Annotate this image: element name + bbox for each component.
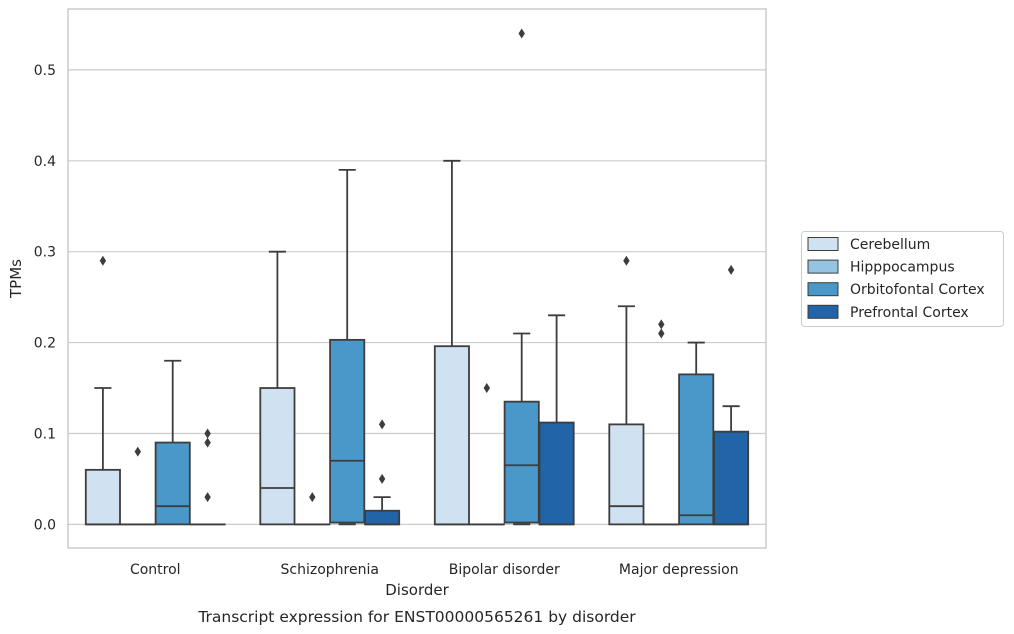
box-body (433, 345, 470, 526)
x-tick-label: Schizophrenia (281, 562, 379, 578)
outlier-point (99, 255, 107, 266)
box-prefrontal-cortex (538, 314, 575, 526)
outlier-point (483, 383, 490, 394)
legend-swatch (807, 282, 839, 297)
box-cerebellum (84, 255, 121, 526)
box-prefrontal-cortex (713, 264, 750, 526)
x-axis-title: Disorder (385, 581, 449, 599)
outlier-point (658, 319, 665, 330)
legend-swatch (807, 237, 839, 251)
box-body (84, 468, 121, 526)
outlier-point (134, 446, 141, 457)
legend-label: Prefrontal Cortex (850, 305, 969, 321)
box-body (538, 421, 575, 526)
box-cerebellum (433, 159, 470, 526)
y-tick-label: 0.4 (34, 154, 56, 170)
legend-swatch (807, 259, 839, 274)
outlier-point (309, 492, 316, 503)
legend-frame (801, 231, 1004, 327)
box-orbitofontal-cortex (678, 341, 715, 526)
x-tick-label: Bipolar disorder (449, 562, 560, 578)
y-tick-label: 0.5 (34, 63, 56, 79)
box-body (608, 423, 645, 526)
box-body (713, 430, 750, 526)
box-body (259, 387, 296, 526)
box-prefrontal-cortex (189, 428, 226, 526)
legend-label: Cerebellum (850, 237, 930, 253)
box-orbitofontal-cortex (329, 168, 366, 526)
outlier-point (378, 473, 386, 484)
box-body (678, 373, 715, 526)
x-tick-label: Major depression (619, 562, 739, 578)
box-body (329, 338, 366, 524)
y-tick-label: 0.3 (34, 245, 56, 261)
plot-frame (67, 8, 767, 549)
x-axis-ticks: Control Schizophrenia Bipolar disorder Majo… (130, 562, 739, 578)
legend: Cerebellum Hipppocampus Orbitofontal Corte… (801, 231, 1004, 327)
box-cerebellum (608, 255, 645, 526)
outlier-point (518, 28, 525, 39)
box-cerebellum (259, 250, 296, 526)
plot-area (84, 28, 750, 526)
box-orbitofontal-cortex (154, 359, 191, 526)
outlier-point (204, 437, 211, 448)
y-axis-ticks: 0.0 0.1 0.2 0.3 0.4 0.5 (34, 63, 56, 533)
outlier-point (204, 492, 211, 503)
box-hipppocampus (294, 492, 331, 526)
box-body (364, 509, 401, 526)
legend-label: Hipppocampus (850, 260, 955, 276)
outlier-point (378, 419, 386, 430)
box-body (503, 400, 540, 524)
y-tick-label: 0.0 (34, 517, 56, 533)
box-body (154, 441, 191, 526)
box-hipppocampus (119, 446, 156, 526)
y-tick-label: 0.1 (34, 426, 56, 442)
figure-caption: Transcript expression for ENST0000056526… (197, 608, 636, 626)
outlier-point (623, 255, 630, 266)
x-tick-label: Control (130, 562, 181, 578)
box-prefrontal-cortex (364, 419, 401, 526)
outlier-point (727, 264, 735, 275)
outlier-point (204, 428, 211, 439)
box-hipppocampus (643, 319, 680, 526)
box-hipppocampus (468, 383, 505, 526)
legend-swatch (807, 304, 839, 319)
legend-label: Orbitofontal Cortex (850, 282, 985, 298)
y-tick-label: 0.2 (34, 336, 56, 352)
y-axis-title: TPMs (7, 259, 25, 299)
outlier-point (658, 328, 665, 339)
box-orbitofontal-cortex (503, 28, 540, 526)
